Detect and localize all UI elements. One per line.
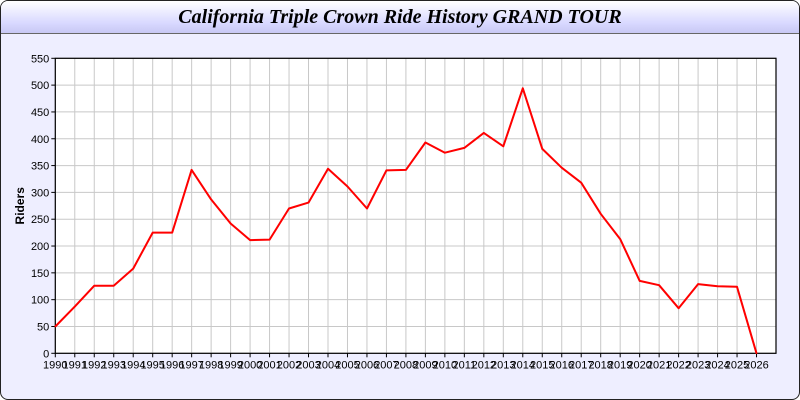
data-point (112, 284, 115, 287)
y-tick-label: 200 (31, 241, 49, 253)
x-tick-label: 2026 (744, 359, 768, 371)
data-point (327, 167, 329, 170)
y-tick-label: 50 (37, 321, 49, 333)
x-tick-label: 1990 (43, 359, 67, 371)
x-tick-label: 2021 (647, 359, 671, 371)
data-point (658, 284, 660, 286)
data-point (697, 283, 699, 285)
data-point (638, 280, 641, 282)
x-tick-label: 2008 (394, 359, 418, 371)
x-tick-label: 1999 (218, 359, 242, 371)
data-point (541, 148, 544, 150)
y-tick-label: 250 (31, 214, 49, 226)
x-tick-label: 1991 (63, 359, 87, 371)
x-tick-label: 2015 (530, 359, 554, 371)
x-tick-label: 2022 (666, 359, 690, 371)
data-point (385, 169, 388, 172)
x-tick-label: 1992 (82, 359, 106, 371)
data-point (210, 198, 212, 201)
data-point (463, 147, 466, 149)
x-tick-label: 2000 (238, 359, 262, 371)
x-tick-label: 2014 (511, 359, 535, 371)
x-tick-label: 2018 (588, 359, 612, 371)
data-point (677, 307, 680, 310)
x-tick-label: 2013 (491, 359, 515, 371)
x-tick-label: 2005 (335, 359, 359, 371)
x-tick-label: 2019 (608, 359, 632, 371)
plot-border (54, 57, 777, 354)
x-tick-label: 2009 (413, 359, 437, 371)
x-tick-label: 1995 (140, 359, 164, 371)
y-tick-label: 100 (31, 295, 49, 307)
x-tick-label: 2004 (316, 359, 340, 371)
y-tick-label: 450 (31, 107, 49, 119)
data-point (151, 231, 154, 234)
data-point (716, 285, 719, 288)
x-tick-label: 2024 (705, 359, 729, 371)
data-point (736, 285, 738, 288)
y-tick-label: 0 (43, 348, 49, 360)
y-tick-label: 150 (31, 268, 49, 280)
data-point (288, 207, 290, 210)
data-point (424, 141, 427, 144)
data-point (190, 169, 193, 171)
data-point (502, 145, 505, 148)
x-tick-label: 2003 (296, 359, 320, 371)
title-bar: California Triple Crown Ride History GRA… (1, 1, 799, 34)
x-tick-label: 2010 (433, 359, 457, 371)
data-point (755, 352, 758, 355)
x-tick-label: 1998 (199, 359, 223, 371)
y-tick-label: 350 (31, 161, 49, 173)
x-tick-label: 2012 (472, 359, 496, 371)
y-axis-label: Riders (13, 187, 27, 225)
y-tick-label: 400 (31, 134, 49, 146)
data-point (580, 181, 583, 184)
x-tick-label: 2025 (725, 359, 749, 371)
data-point (132, 267, 135, 270)
x-tick-label: 2016 (549, 359, 573, 371)
data-point (268, 238, 271, 241)
x-tick-label: 2011 (453, 359, 477, 371)
x-tick-label: 2007 (374, 359, 398, 371)
data-point (249, 239, 251, 241)
data-point (346, 185, 349, 188)
x-tick-label: 2020 (627, 359, 651, 371)
x-tick-label: 1993 (101, 359, 125, 371)
data-point (521, 87, 524, 90)
data-point (599, 213, 602, 215)
y-tick-label: 300 (31, 187, 49, 199)
x-tick-label: 1994 (121, 359, 145, 371)
x-tick-label: 2023 (686, 359, 710, 371)
x-tick-label: 2006 (355, 359, 379, 371)
y-tick-label: 550 (31, 53, 49, 65)
data-point (366, 207, 368, 210)
data-point (444, 151, 446, 154)
data-point (54, 325, 57, 328)
x-tick-label: 2017 (569, 359, 593, 371)
x-tick-label: 2001 (257, 359, 281, 371)
x-tick-label: 1997 (179, 359, 203, 371)
data-point (93, 284, 96, 287)
x-tick-label: 2002 (277, 359, 301, 371)
plot-area (55, 58, 777, 354)
data-point (73, 305, 76, 308)
data-point (229, 222, 232, 225)
data-point (483, 132, 485, 134)
chart-title: California Triple Crown Ride History GRA… (178, 6, 622, 28)
x-tick-label: 1996 (160, 359, 184, 371)
y-tick-label: 500 (31, 80, 49, 92)
data-point (619, 238, 621, 240)
data-point (171, 231, 173, 234)
data-point (405, 169, 407, 171)
data-point (307, 201, 310, 204)
data-point (560, 166, 563, 169)
